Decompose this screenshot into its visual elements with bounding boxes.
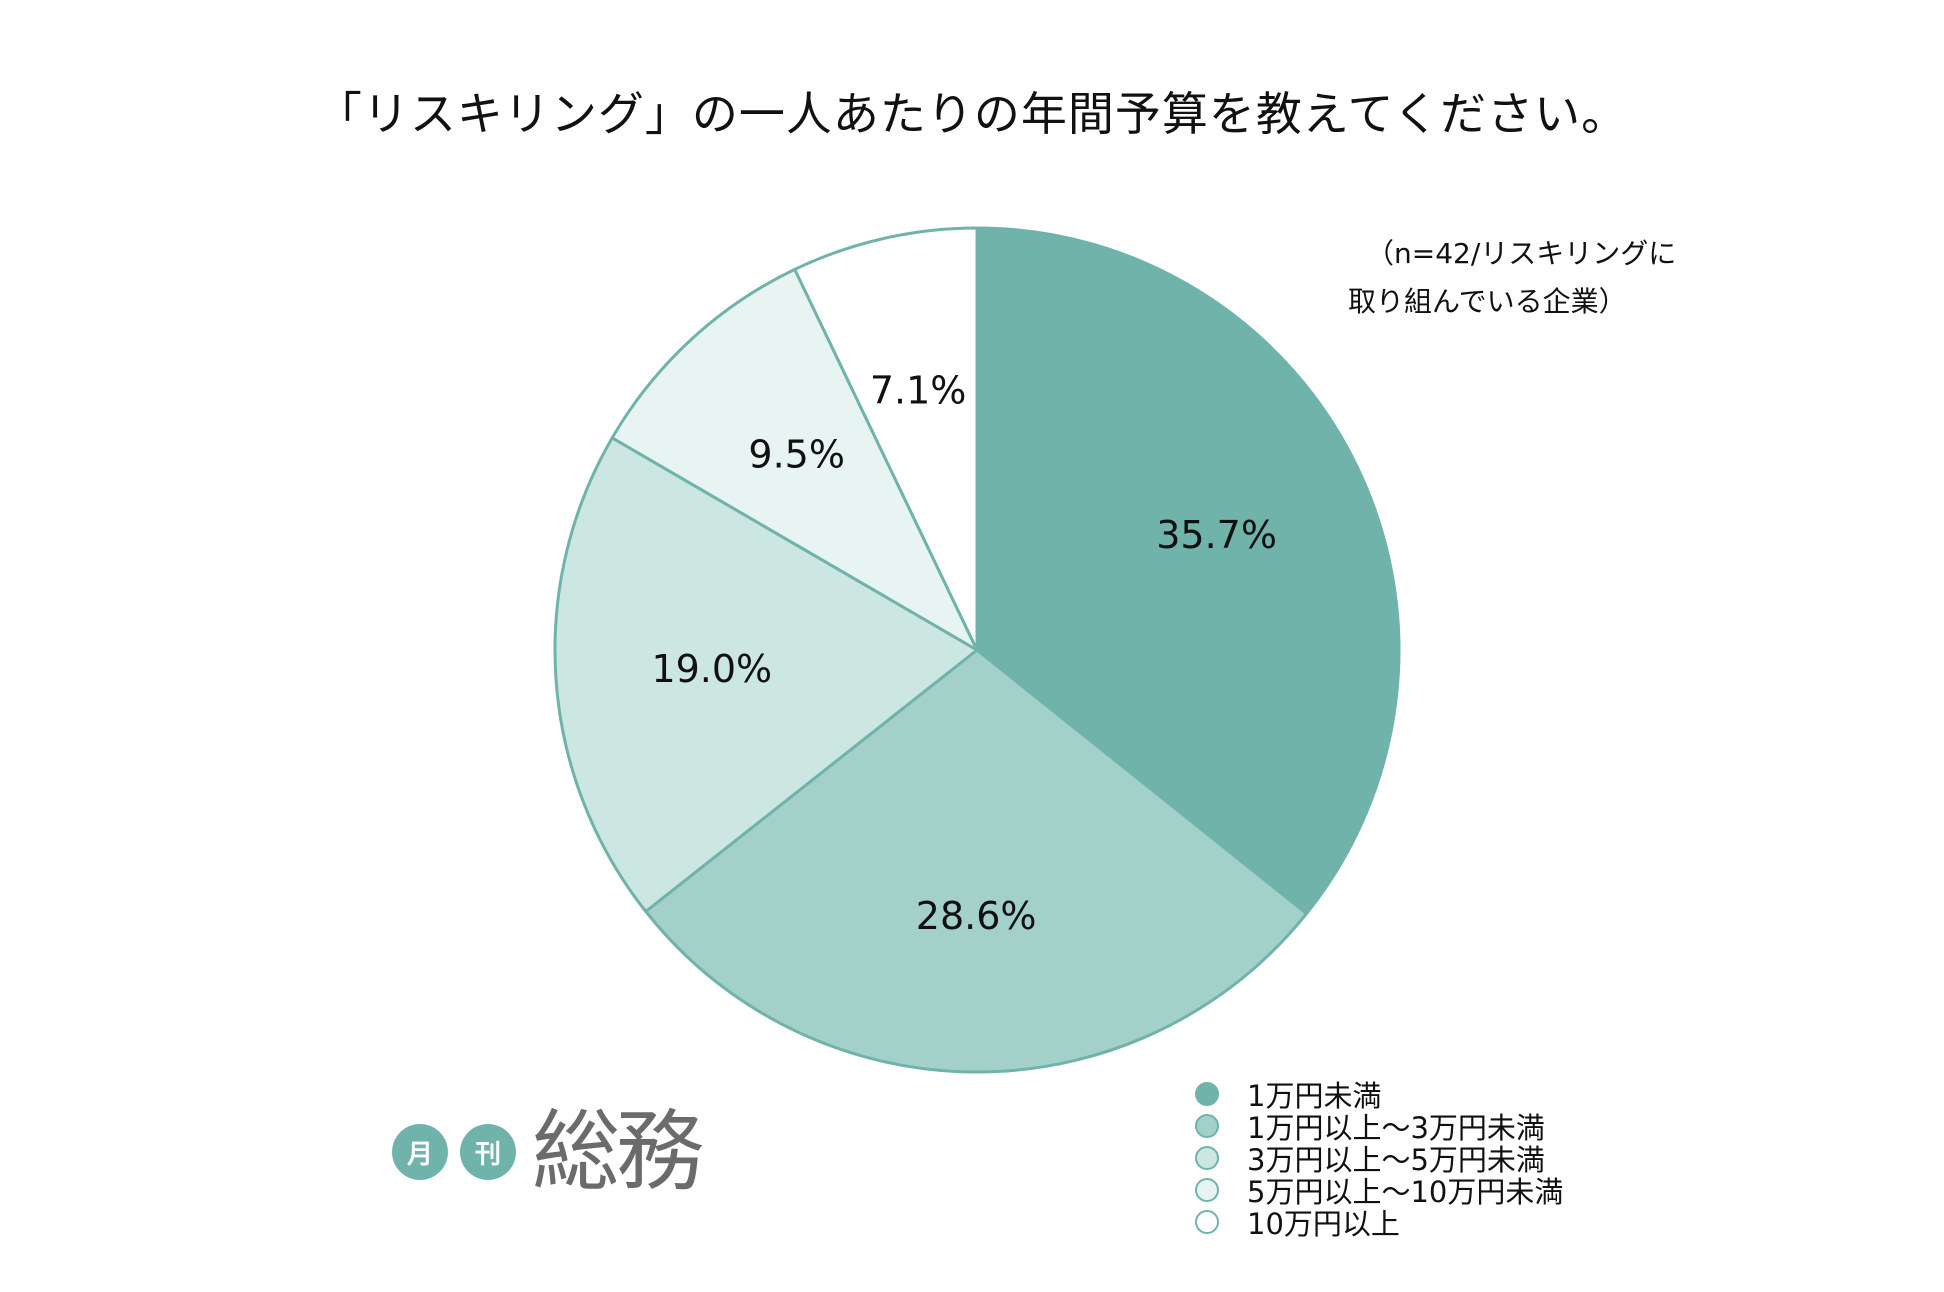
legend-label: 5万円以上〜10万円未満 — [1247, 1175, 1564, 1209]
logo-wordmark: 総務 — [532, 1100, 704, 1203]
legend-item: 5万円以上〜10万円未満 — [1195, 1174, 1563, 1209]
sample-note-line-1: （n=42/リスキリングに — [1366, 237, 1677, 270]
pie-slice — [975, 226, 1401, 916]
legend-swatch — [1195, 1082, 1219, 1106]
sample-note-line-2: 取り組んでいる企業） — [1348, 285, 1627, 318]
pie-slice — [644, 648, 1309, 1074]
sample-note: （n=42/リスキリングに 取り組んでいる企業） — [1348, 230, 1768, 326]
legend-swatch — [1195, 1178, 1219, 1202]
slice-value-label: 19.0% — [651, 647, 772, 691]
slice-value-label: 9.5% — [748, 433, 845, 477]
legend-label: 10万円以上 — [1247, 1207, 1400, 1241]
pie-slice — [610, 267, 979, 652]
legend: 1万円未満 1万円以上〜3万円未満 3万円以上〜5万円未満 5万円以上〜10万円… — [1195, 1078, 1563, 1241]
legend-swatch — [1195, 1146, 1219, 1170]
pie-slice — [793, 226, 979, 652]
slice-value-label: 35.7% — [1156, 513, 1277, 557]
slice-value-label: 7.1% — [870, 369, 967, 413]
logo-badge-edition: 刊 — [460, 1124, 516, 1180]
legend-label: 3万円以上〜5万円未満 — [1247, 1143, 1545, 1177]
legend-swatch — [1195, 1210, 1219, 1234]
pie-slice — [553, 436, 979, 913]
publisher-logo: 月 刊 総務 — [392, 1100, 704, 1203]
legend-swatch — [1195, 1114, 1219, 1138]
legend-item: 1万円以上〜3万円未満 — [1195, 1110, 1563, 1145]
slice-value-label: 28.6% — [916, 894, 1037, 938]
legend-item: 3万円以上〜5万円未満 — [1195, 1142, 1563, 1177]
legend-label: 1万円以上〜3万円未満 — [1247, 1111, 1545, 1145]
chart-title: 「リスキリング」の一人あたりの年間予算を教えてください。 — [315, 87, 1629, 141]
logo-badge-monthly: 月 — [392, 1124, 448, 1180]
legend-item: 10万円以上 — [1195, 1206, 1563, 1241]
legend-item: 1万円未満 — [1195, 1078, 1563, 1113]
legend-label: 1万円未満 — [1247, 1079, 1382, 1113]
